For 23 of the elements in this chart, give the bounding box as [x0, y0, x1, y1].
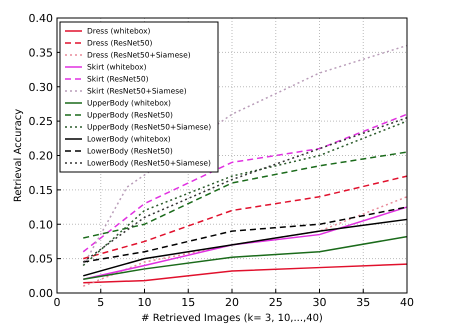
y-tick-label: 0.20 — [28, 150, 53, 162]
line-series — [82, 236, 408, 280]
y-axis-title: Retrieval Accuracy — [13, 108, 24, 202]
x-tick-label: 40 — [400, 296, 414, 309]
y-tick-label: 0.05 — [28, 252, 53, 266]
x-tick-label: 5 — [97, 296, 104, 309]
y-tick-label: 0.35 — [28, 46, 53, 60]
line-series — [82, 175, 408, 260]
x-tick-label: 20 — [225, 296, 239, 309]
y-tick-label: 0.40 — [28, 12, 53, 25]
y-tick-label: 0.10 — [28, 218, 53, 232]
y-tick-label: 0.25 — [28, 115, 53, 128]
line-series — [82, 263, 408, 284]
y-tick-label: 0.15 — [28, 184, 53, 197]
x-axis-title: # Retrieved Images (k= 3, 10,...,40) — [141, 313, 323, 324]
x-tick-label: 0 — [54, 296, 60, 309]
x-tick-label: 25 — [268, 296, 283, 309]
y-tick-label: 0.30 — [28, 80, 53, 94]
x-tick-label: 15 — [181, 296, 196, 309]
x-tick-label: 10 — [138, 296, 152, 309]
x-tick-label: 35 — [356, 296, 370, 309]
x-tick-label: 30 — [312, 296, 326, 309]
y-tick-label: 0.00 — [28, 287, 53, 300]
